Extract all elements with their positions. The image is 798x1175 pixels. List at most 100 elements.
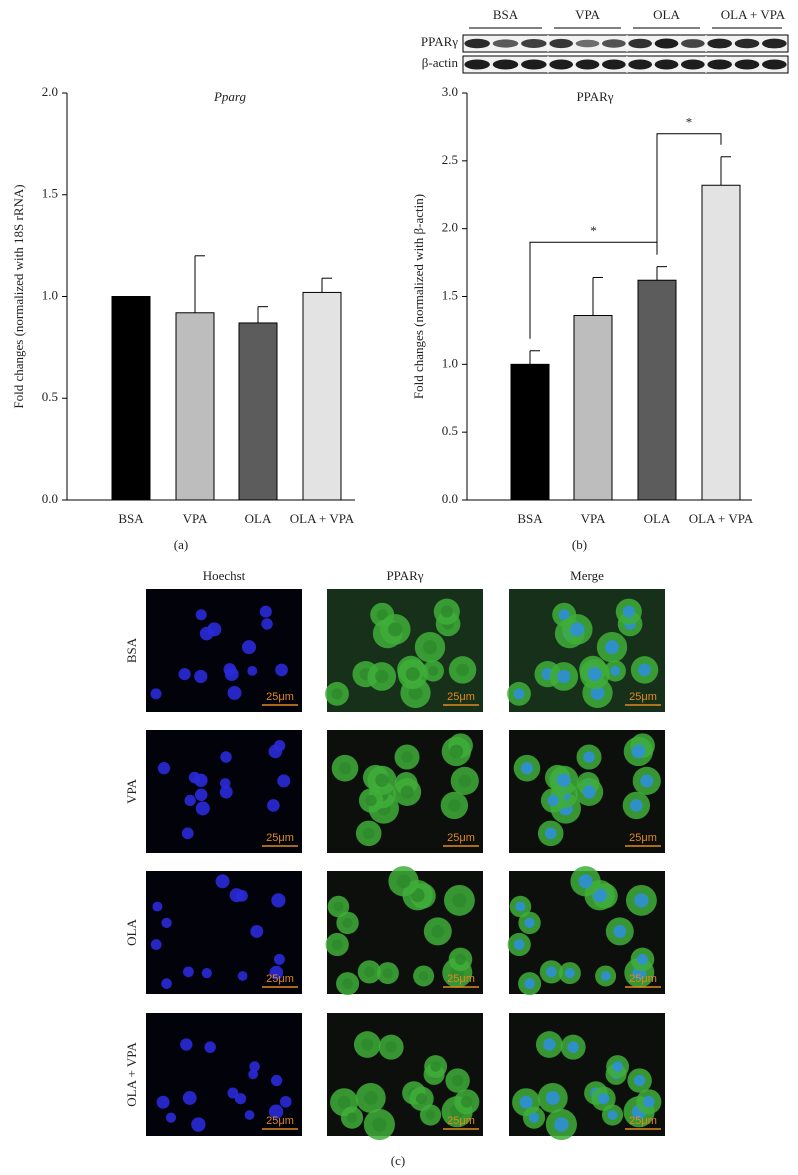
cell-nucleus	[448, 799, 461, 812]
cell-nucleus	[342, 978, 353, 989]
cell-nucleus	[261, 618, 273, 630]
cell-nucleus	[570, 622, 585, 637]
scale-bar-label: 25μm	[447, 691, 475, 703]
cell-nucleus	[178, 668, 191, 681]
cell-nucleus	[543, 1038, 556, 1051]
blot-group-label: VPA	[575, 7, 600, 22]
micrograph-panel: 25μm	[325, 589, 483, 712]
y-tick-label: 1.5	[42, 186, 58, 201]
cell-nucleus	[634, 893, 649, 908]
cell-nucleus	[600, 971, 611, 981]
cell-nucleus	[597, 1093, 610, 1105]
y-tick-label: 0.0	[442, 491, 458, 506]
cell-nucleus	[338, 762, 352, 775]
blot-group-label: OLA	[653, 7, 680, 22]
cell-nucleus	[372, 1117, 387, 1132]
cell-nucleus	[622, 605, 635, 618]
micrograph-panel: 25μm	[509, 1013, 665, 1141]
cell-nucleus	[440, 605, 453, 618]
column-label: Merge	[570, 568, 604, 583]
micrograph-panel: 25μm	[146, 730, 302, 853]
cell-nucleus	[583, 751, 595, 763]
cell-nucleus	[460, 1095, 473, 1108]
x-tick-label: OLA + VPA	[689, 511, 754, 526]
cell-nucleus	[458, 774, 472, 788]
cell-nucleus	[557, 773, 571, 788]
y-tick-label: 1.0	[42, 287, 58, 302]
blot-band	[575, 39, 600, 48]
cell-nucleus	[181, 827, 194, 840]
blot-row-label: PPARγ	[421, 34, 458, 49]
x-tick-label: VPA	[581, 511, 606, 526]
y-axis-label: Fold changes (normalized with 18S rRNA)	[11, 184, 26, 408]
cell-nucleus	[567, 1041, 579, 1053]
cell-nucleus	[425, 1110, 436, 1120]
blot-band	[575, 59, 600, 70]
cell-nucleus	[241, 640, 257, 655]
cell-nucleus	[342, 917, 353, 929]
blot-band	[464, 38, 490, 49]
cell-nucleus	[405, 667, 420, 682]
cell-nucleus	[220, 751, 232, 763]
cell-nucleus	[268, 744, 283, 759]
y-tick-label: 2.0	[42, 84, 58, 99]
x-tick-label: OLA	[245, 511, 272, 526]
cell-nucleus	[165, 1112, 177, 1123]
cell-nucleus	[184, 794, 196, 807]
cell-nucleus	[388, 622, 403, 637]
blot-band	[707, 59, 732, 70]
scale-bar-label: 25μm	[266, 691, 294, 703]
column-label: PPARγ	[386, 568, 423, 583]
cell-nucleus	[195, 801, 210, 816]
y-tick-label: 1.0	[442, 355, 458, 370]
cell-nucleus	[376, 609, 388, 621]
scale-bar-label: 25μm	[266, 973, 294, 985]
blot-band	[762, 59, 787, 70]
cell-nucleus	[331, 939, 343, 950]
blot-band	[628, 38, 653, 49]
cell-nucleus	[183, 966, 194, 978]
blot-band	[521, 39, 547, 48]
micrograph-panel: 25μm	[507, 866, 665, 996]
cell-nucleus	[201, 968, 212, 979]
blot-band	[492, 39, 519, 48]
cell-nucleus	[564, 968, 575, 979]
scale-bar-label: 25μm	[447, 1115, 475, 1127]
cell-nucleus	[418, 971, 429, 981]
bar	[302, 291, 342, 501]
blot-band	[492, 59, 519, 70]
cell-nucleus	[182, 1091, 197, 1105]
cell-nucleus	[268, 1104, 284, 1119]
cell-nucleus	[590, 685, 605, 700]
cell-nucleus	[331, 688, 343, 700]
column-label: Hoechst	[203, 568, 246, 583]
y-tick-label: 0.0	[42, 491, 58, 506]
blot-band	[734, 59, 760, 70]
cell-nucleus	[554, 1117, 569, 1132]
micrograph-panel: 25μm	[146, 1013, 302, 1136]
cell-nucleus	[204, 1041, 216, 1053]
cell-nucleus	[633, 1074, 646, 1087]
cell-nucleus	[375, 773, 389, 788]
cell-nucleus	[346, 1112, 358, 1123]
cell-nucleus	[227, 1087, 239, 1099]
cell-nucleus	[612, 1061, 623, 1072]
significance-label: *	[590, 223, 597, 238]
scale-bar-label: 25μm	[447, 832, 475, 844]
blot-band	[521, 59, 547, 70]
micrograph-background	[146, 589, 302, 712]
cell-nucleus	[519, 1095, 533, 1109]
cell-nucleus	[279, 1095, 292, 1108]
cell-nucleus	[244, 1110, 255, 1120]
cell-nucleus	[150, 688, 162, 700]
blot-band	[680, 59, 705, 70]
blot-band	[707, 38, 732, 49]
cell-nucleus	[194, 788, 208, 802]
cell-nucleus	[430, 1061, 441, 1072]
scale-bar-label: 25μm	[447, 973, 475, 985]
cell-nucleus	[248, 1069, 258, 1080]
cell-nucleus	[401, 751, 413, 763]
cell-nucleus	[363, 1091, 378, 1105]
cell-nucleus	[422, 640, 438, 655]
